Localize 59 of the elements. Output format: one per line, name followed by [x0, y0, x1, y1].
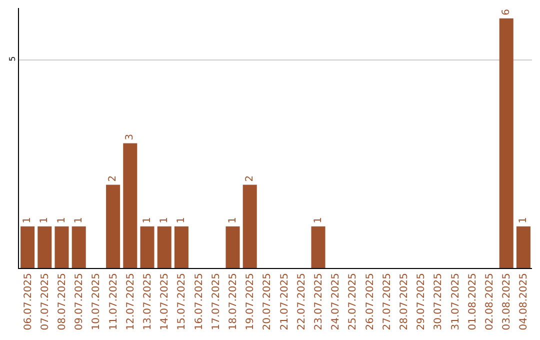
y-tick-label: 5: [8, 56, 17, 62]
bar: [38, 226, 52, 268]
data-label: 1: [227, 217, 238, 224]
x-tick-label: 12.07.2025: [125, 273, 136, 330]
data-label: 1: [56, 217, 68, 224]
x-tick-label: 30.07.2025: [433, 273, 444, 330]
bar: [72, 226, 86, 268]
bar: [123, 143, 138, 268]
bar: [226, 226, 240, 268]
data-label: 1: [22, 217, 34, 224]
bar: [106, 184, 120, 268]
x-tick-label: 25.07.2025: [348, 273, 359, 330]
bar: [242, 184, 257, 268]
x-tick-label: 23.07.2025: [314, 273, 324, 330]
data-label: 1: [158, 217, 170, 224]
x-tick-label: 31.07.2025: [450, 273, 462, 330]
bar: [140, 226, 154, 268]
bar: [174, 226, 188, 268]
x-tick-label: 20.07.2025: [262, 273, 274, 330]
bar: [516, 226, 530, 268]
x-tick-label: 27.07.2025: [382, 273, 393, 330]
x-tick-label: 24.07.2025: [330, 273, 342, 330]
x-tick-label: 02.08.2025: [484, 273, 496, 330]
x-tick-label: 09.07.2025: [74, 273, 86, 330]
x-tick-label: 21.07.2025: [279, 273, 290, 330]
x-tick-label: 13.07.2025: [142, 273, 154, 330]
data-label: 1: [312, 217, 324, 224]
x-tick-label: 15.07.2025: [176, 273, 188, 330]
x-tick-label: 16.07.2025: [194, 273, 205, 330]
data-label: 1: [142, 217, 153, 224]
x-tick-label: 14.07.2025: [160, 273, 171, 330]
data-label: 3: [124, 134, 136, 140]
x-tick-label: 18.07.2025: [228, 273, 239, 330]
x-tick-label: 28.07.2025: [399, 273, 410, 330]
x-tick-label: 22.07.2025: [296, 273, 308, 330]
x-tick-label: 08.07.2025: [57, 273, 68, 330]
x-tick-label: 29.07.2025: [416, 273, 428, 330]
x-tick-label: 07.07.2025: [40, 273, 51, 330]
bar: [157, 226, 172, 268]
x-tick-label: 19.07.2025: [245, 273, 256, 330]
data-label: 1: [73, 217, 84, 224]
data-label: 1: [518, 217, 529, 224]
x-tick-label: 03.08.2025: [502, 273, 513, 330]
x-tick-label: 26.07.2025: [364, 273, 376, 330]
x-tick-label: 06.07.2025: [22, 273, 34, 330]
data-label: 2: [244, 175, 256, 182]
x-tick-label: 17.07.2025: [210, 273, 222, 330]
bar: [20, 226, 35, 268]
data-label: 2: [108, 175, 119, 182]
bar: [54, 226, 69, 268]
data-label: 1: [39, 217, 50, 224]
bar: [499, 18, 514, 268]
x-tick-label: 10.07.2025: [91, 273, 102, 330]
bar: [311, 226, 326, 268]
data-label: 1: [176, 217, 187, 224]
x-tick-label: 04.08.2025: [518, 273, 530, 330]
x-tick-label: 01.08.2025: [467, 273, 478, 330]
data-label: 6: [500, 9, 512, 16]
x-tick-label: 11.07.2025: [108, 273, 120, 330]
